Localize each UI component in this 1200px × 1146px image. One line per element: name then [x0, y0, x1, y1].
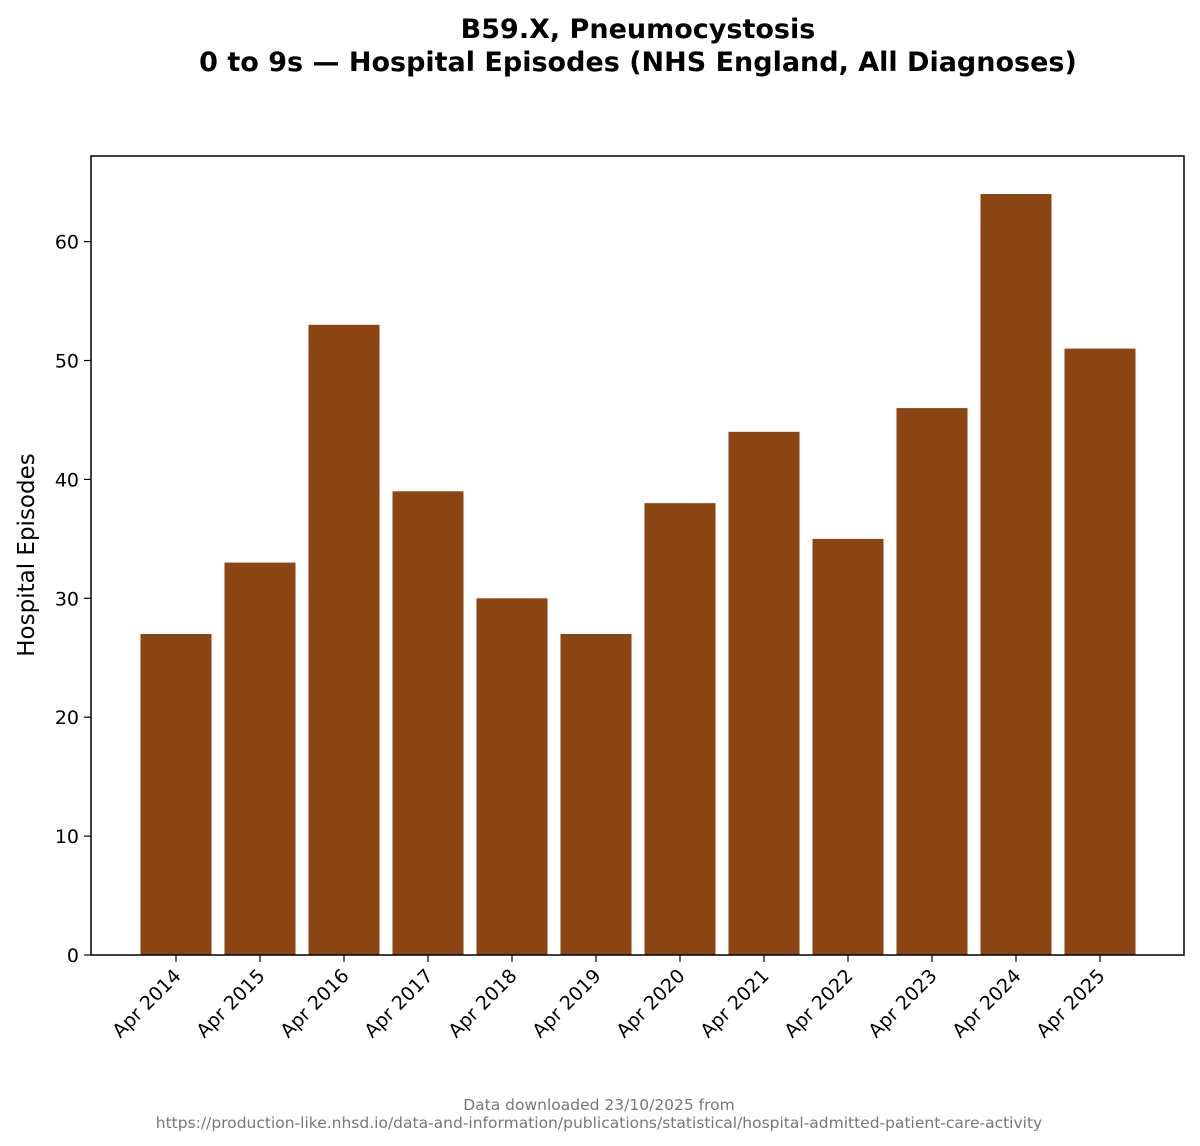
- x-tick-label: Apr 2023: [864, 965, 941, 1042]
- bar-apr-2025: [1064, 348, 1136, 956]
- footer-source-line2: https://production-like.nhsd.io/data-and…: [156, 1114, 1042, 1132]
- y-tick-label: 20: [55, 707, 79, 729]
- x-tick-label: Apr 2025: [1032, 965, 1109, 1042]
- y-tick-label: 0: [67, 945, 79, 967]
- chart-title-line1: B59.X, Pneumocystosis: [461, 14, 816, 45]
- bar-apr-2014: [140, 634, 212, 955]
- x-tick-label: Apr 2018: [444, 965, 521, 1042]
- x-tick-label: Apr 2015: [192, 965, 269, 1042]
- x-tick-label: Apr 2017: [360, 965, 437, 1042]
- x-tick-label: Apr 2016: [276, 965, 353, 1042]
- bar-apr-2017: [392, 491, 464, 955]
- chart-title-line2: 0 to 9s — Hospital Episodes (NHS England…: [199, 47, 1077, 78]
- y-tick-label: 40: [55, 469, 79, 491]
- y-axis-label: Hospital Episodes: [14, 453, 40, 656]
- bar-apr-2020: [644, 503, 716, 955]
- x-tick-label: Apr 2019: [528, 965, 605, 1042]
- x-tick-label: Apr 2014: [108, 965, 185, 1042]
- bar-apr-2015: [224, 562, 296, 955]
- bar-apr-2021: [728, 431, 800, 955]
- x-axis: Apr 2014 Apr 2015 Apr 2016 Apr 2017 Apr 2018…: [108, 955, 1110, 1042]
- bar-apr-2016: [308, 324, 380, 955]
- y-tick-label: 10: [55, 826, 79, 848]
- y-axis: 0 10 20 30 40 50 60: [55, 232, 91, 967]
- bars-group: [140, 194, 1136, 956]
- bar-apr-2022: [812, 538, 884, 955]
- x-tick-label: Apr 2021: [696, 965, 773, 1042]
- x-tick-label: Apr 2020: [612, 965, 689, 1042]
- footer-source-line1: Data downloaded 23/10/2025 from: [463, 1096, 735, 1114]
- x-tick-label: Apr 2024: [948, 965, 1025, 1042]
- x-tick-label: Apr 2022: [780, 965, 857, 1042]
- bar-apr-2024: [980, 194, 1052, 955]
- bar-apr-2019: [560, 634, 632, 955]
- bar-apr-2018: [476, 598, 548, 955]
- y-tick-label: 50: [55, 351, 79, 373]
- plot-frame: [90, 155, 1185, 956]
- y-tick-label: 60: [55, 232, 79, 254]
- y-tick-label: 30: [55, 588, 79, 610]
- bar-apr-2023: [896, 408, 968, 956]
